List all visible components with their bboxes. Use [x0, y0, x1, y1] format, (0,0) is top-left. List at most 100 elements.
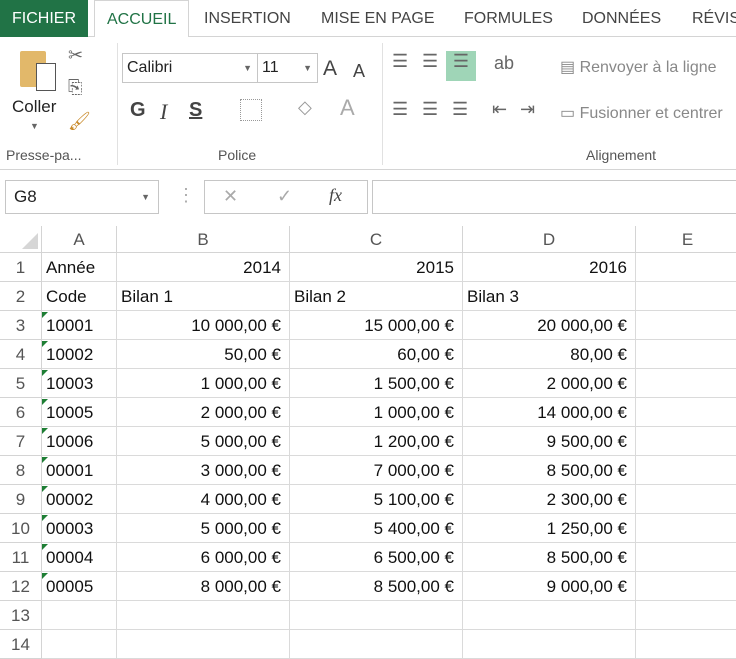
cell-c5[interactable]: 1 500,00 €: [290, 369, 463, 398]
cell-c7[interactable]: 1 200,00 €: [290, 427, 463, 456]
name-box[interactable]: G8 ▼: [5, 180, 159, 214]
cell-b6[interactable]: 2 000,00 €: [117, 398, 290, 427]
align-top-icon[interactable]: ☰: [392, 51, 409, 71]
cell-e1[interactable]: [636, 253, 736, 282]
cell-a2[interactable]: Code: [42, 282, 117, 311]
cell-d9[interactable]: 2 300,00 €: [463, 485, 636, 514]
row-header[interactable]: 8: [0, 456, 42, 485]
cell-b1[interactable]: 2014: [117, 253, 290, 282]
cell-a5[interactable]: 10003: [42, 369, 117, 398]
row-header[interactable]: 9: [0, 485, 42, 514]
scissors-icon[interactable]: ✂: [68, 45, 84, 65]
row-header[interactable]: 2: [0, 282, 42, 311]
cell-a3[interactable]: 10001: [42, 311, 117, 340]
cell-e8[interactable]: [636, 456, 736, 485]
cell-a8[interactable]: 00001: [42, 456, 117, 485]
increase-indent-icon[interactable]: ⇥: [520, 99, 536, 119]
cell-d6[interactable]: 14 000,00 €: [463, 398, 636, 427]
cell-d3[interactable]: 20 000,00 €: [463, 311, 636, 340]
cell-d4[interactable]: 80,00 €: [463, 340, 636, 369]
row-header[interactable]: 12: [0, 572, 42, 601]
row-header[interactable]: 10: [0, 514, 42, 543]
cell-d7[interactable]: 9 500,00 €: [463, 427, 636, 456]
enter-icon[interactable]: ✓: [277, 186, 293, 206]
wrap-text-button[interactable]: ▤ Renvoyer à la ligne: [560, 57, 717, 77]
cell-e4[interactable]: [636, 340, 736, 369]
merge-center-button[interactable]: ▭ Fusionner et centrer: [560, 103, 723, 123]
cell-c1[interactable]: 2015: [290, 253, 463, 282]
cell-b4[interactable]: 50,00 €: [117, 340, 290, 369]
column-header-b[interactable]: B: [117, 226, 290, 253]
cell-d14[interactable]: [463, 630, 636, 659]
cell-b2[interactable]: Bilan 1: [117, 282, 290, 311]
cell-d11[interactable]: 8 500,00 €: [463, 543, 636, 572]
cell-d1[interactable]: 2016: [463, 253, 636, 282]
tab-mise-en-page[interactable]: MISE EN PAGE: [321, 10, 435, 27]
align-center-icon[interactable]: ☰: [422, 99, 439, 119]
cell-c3[interactable]: 15 000,00 €: [290, 311, 463, 340]
grow-font-icon[interactable]: A: [323, 57, 338, 80]
cell-c11[interactable]: 6 500,00 €: [290, 543, 463, 572]
cell-a11[interactable]: 00004: [42, 543, 117, 572]
cell-b9[interactable]: 4 000,00 €: [117, 485, 290, 514]
tab-donnees[interactable]: DONNÉES: [582, 10, 662, 27]
row-header[interactable]: 13: [0, 601, 42, 630]
underline-button[interactable]: S: [189, 99, 203, 121]
cell-b7[interactable]: 5 000,00 €: [117, 427, 290, 456]
row-header[interactable]: 7: [0, 427, 42, 456]
row-header[interactable]: 6: [0, 398, 42, 427]
cell-c8[interactable]: 7 000,00 €: [290, 456, 463, 485]
column-header-e[interactable]: E: [636, 226, 736, 253]
insert-function-icon[interactable]: fx: [329, 185, 342, 205]
cell-c14[interactable]: [290, 630, 463, 659]
row-header[interactable]: 4: [0, 340, 42, 369]
fill-color-icon[interactable]: ◇: [298, 97, 312, 117]
cell-d2[interactable]: Bilan 3: [463, 282, 636, 311]
cell-e11[interactable]: [636, 543, 736, 572]
orientation-icon[interactable]: ab: [494, 53, 515, 73]
cell-a1[interactable]: Année: [42, 253, 117, 282]
cell-e12[interactable]: [636, 572, 736, 601]
cell-b5[interactable]: 1 000,00 €: [117, 369, 290, 398]
format-painter-icon[interactable]: 🖌: [68, 111, 91, 131]
borders-icon[interactable]: [240, 99, 262, 121]
cell-c13[interactable]: [290, 601, 463, 630]
tab-insertion[interactable]: INSERTION: [204, 10, 291, 27]
cell-e13[interactable]: [636, 601, 736, 630]
cell-c12[interactable]: 8 500,00 €: [290, 572, 463, 601]
cell-c9[interactable]: 5 100,00 €: [290, 485, 463, 514]
align-left-icon[interactable]: ☰: [392, 99, 409, 119]
column-header-c[interactable]: C: [290, 226, 463, 253]
cell-a4[interactable]: 10002: [42, 340, 117, 369]
font-name-select[interactable]: Calibri ▼: [122, 53, 258, 83]
cell-e5[interactable]: [636, 369, 736, 398]
tab-revision[interactable]: RÉVIS: [692, 10, 736, 27]
cell-b14[interactable]: [117, 630, 290, 659]
paste-button[interactable]: Coller ▼: [8, 43, 62, 138]
cell-d13[interactable]: [463, 601, 636, 630]
row-header[interactable]: 3: [0, 311, 42, 340]
tab-formules[interactable]: FORMULES: [464, 10, 553, 27]
cell-e6[interactable]: [636, 398, 736, 427]
drag-handle-icon[interactable]: ⋮: [177, 185, 195, 205]
cell-d5[interactable]: 2 000,00 €: [463, 369, 636, 398]
cell-d10[interactable]: 1 250,00 €: [463, 514, 636, 543]
row-header[interactable]: 11: [0, 543, 42, 572]
cell-a6[interactable]: 10005: [42, 398, 117, 427]
cell-a10[interactable]: 00003: [42, 514, 117, 543]
cell-c10[interactable]: 5 400,00 €: [290, 514, 463, 543]
tab-fichier[interactable]: FICHIER: [0, 0, 88, 37]
cell-a7[interactable]: 10006: [42, 427, 117, 456]
cell-e2[interactable]: [636, 282, 736, 311]
cell-a12[interactable]: 00005: [42, 572, 117, 601]
cell-b12[interactable]: 8 000,00 €: [117, 572, 290, 601]
row-header[interactable]: 14: [0, 630, 42, 659]
cell-a13[interactable]: [42, 601, 117, 630]
cell-b3[interactable]: 10 000,00 €: [117, 311, 290, 340]
cell-e9[interactable]: [636, 485, 736, 514]
formula-input[interactable]: [372, 180, 736, 214]
cell-b11[interactable]: 6 000,00 €: [117, 543, 290, 572]
decrease-indent-icon[interactable]: ⇤: [492, 99, 508, 119]
align-right-icon[interactable]: ☰: [452, 99, 469, 119]
column-header-a[interactable]: A: [42, 226, 117, 253]
